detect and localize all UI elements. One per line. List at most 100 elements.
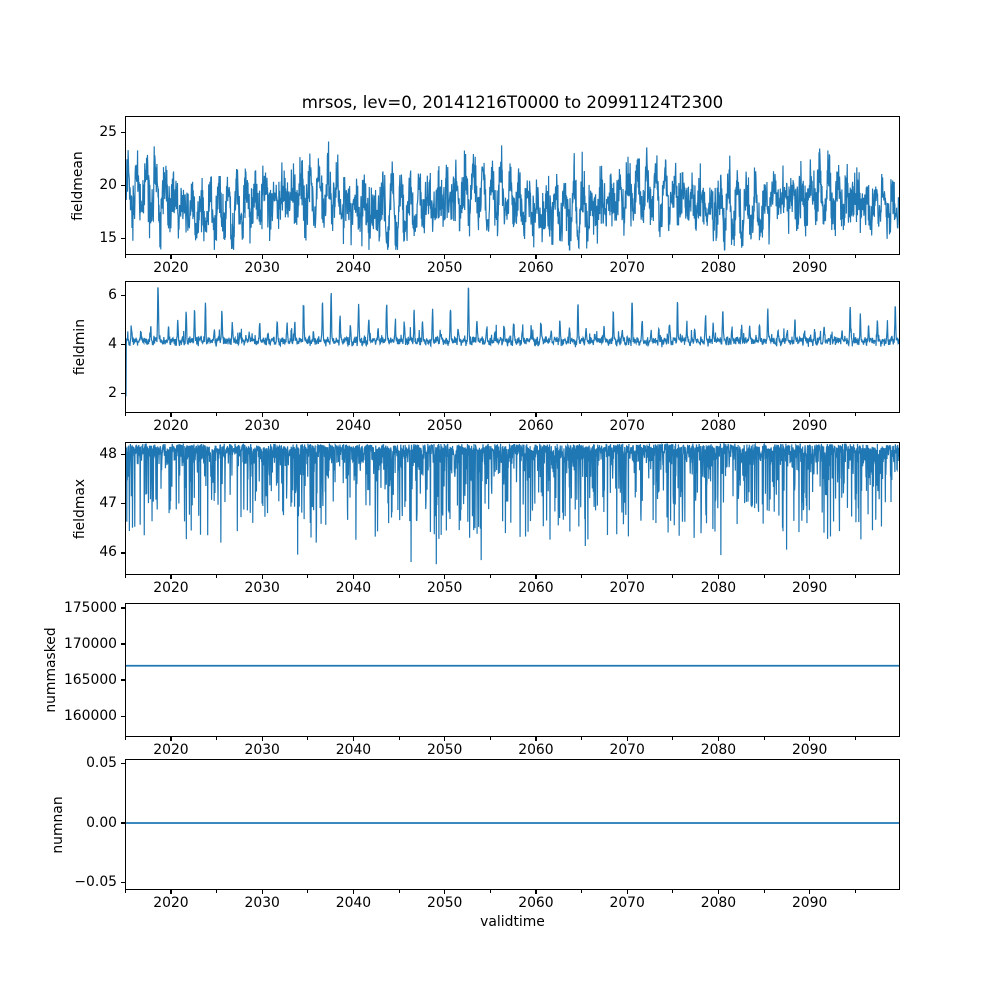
x-minor-tick	[854, 575, 856, 578]
x-tick	[535, 575, 537, 579]
x-tick-label: 2060	[518, 895, 554, 911]
x-tick	[717, 413, 720, 417]
x-tick	[626, 575, 628, 579]
x-tick	[535, 255, 537, 259]
x-minor-tick	[489, 890, 491, 893]
x-minor-tick	[307, 413, 309, 416]
x-tick	[626, 413, 628, 417]
x-minor-tick	[398, 255, 400, 258]
y-tick-label: 160000	[63, 707, 117, 724]
y-tick	[121, 454, 125, 456]
x-tick	[717, 255, 720, 259]
x-minor-tick	[124, 255, 126, 258]
series-svg-nummasked	[126, 664, 899, 667]
x-tick	[809, 575, 811, 579]
x-tick	[717, 737, 720, 741]
x-tick-label: 2070	[609, 418, 645, 434]
subplot-fieldmax	[125, 442, 900, 575]
x-tick-label: 2080	[700, 418, 737, 434]
y-tick-label: −0.05	[74, 874, 117, 891]
y-axis-label-nummasked: nummasked	[43, 627, 59, 713]
series-svg-numnan	[126, 822, 899, 824]
x-minor-tick	[763, 575, 765, 578]
x-tick	[444, 413, 446, 417]
y-tick-label: 165000	[63, 671, 117, 688]
x-tick-label: 2040	[335, 260, 372, 276]
y-tick-label: 2	[108, 384, 117, 401]
x-tick	[261, 255, 263, 259]
x-axis-label: validtime	[480, 914, 545, 930]
x-tick-label: 2090	[791, 260, 828, 276]
y-axis-label-fieldmin: fieldmin	[72, 318, 88, 376]
x-tick-label: 2070	[609, 580, 645, 596]
x-tick	[352, 890, 355, 894]
x-tick	[535, 737, 537, 741]
x-tick	[261, 413, 263, 417]
y-tick-label: 4	[108, 336, 117, 353]
x-tick	[444, 737, 446, 741]
subplot-nummasked	[125, 603, 900, 737]
x-tick-label: 2040	[335, 895, 372, 911]
x-tick-label: 2070	[609, 895, 645, 911]
y-tick	[121, 295, 125, 297]
x-minor-tick	[672, 575, 674, 578]
x-minor-tick	[763, 737, 765, 740]
x-tick	[626, 255, 628, 259]
x-tick-label: 2020	[153, 580, 189, 596]
series-line-fieldmean	[126, 141, 899, 251]
x-tick-label: 2030	[244, 895, 280, 911]
subplot-numnan	[125, 759, 900, 890]
y-tick	[121, 882, 125, 884]
x-tick	[626, 737, 628, 741]
x-minor-tick	[581, 413, 583, 416]
y-tick-label: 15	[99, 229, 117, 246]
x-tick-label: 2020	[153, 895, 189, 911]
x-tick	[352, 413, 355, 417]
x-tick	[261, 737, 263, 741]
x-tick-label: 2020	[153, 418, 189, 434]
x-minor-tick	[124, 737, 126, 740]
series-svg-fieldmin	[126, 287, 899, 397]
x-tick	[809, 890, 811, 894]
chart-title: mrsos, lev=0, 20141216T0000 to 20991124T…	[301, 93, 724, 112]
x-minor-tick	[398, 575, 400, 578]
x-minor-tick	[489, 413, 491, 416]
y-tick-label: 170000	[63, 635, 117, 652]
subplot-fieldmean	[125, 116, 900, 255]
y-tick	[121, 503, 125, 505]
x-tick	[535, 890, 537, 894]
x-minor-tick	[398, 737, 400, 740]
x-tick-label: 2060	[518, 580, 554, 596]
x-tick-label: 2060	[518, 260, 554, 276]
x-minor-tick	[672, 413, 674, 416]
x-tick	[352, 737, 355, 741]
y-axis-label-fieldmean: fieldmean	[70, 150, 86, 221]
x-tick	[809, 413, 811, 417]
x-tick-label: 2030	[244, 418, 280, 434]
x-tick-label: 2070	[609, 742, 645, 758]
x-tick-label: 2090	[791, 742, 828, 758]
x-tick-label: 2080	[700, 895, 737, 911]
x-tick	[170, 890, 172, 894]
y-tick-label: 46	[99, 544, 117, 561]
x-tick-label: 2050	[427, 260, 463, 276]
x-tick	[717, 575, 720, 579]
x-tick-label: 2040	[335, 418, 372, 434]
x-minor-tick	[854, 737, 856, 740]
x-tick	[352, 255, 355, 259]
x-tick-label: 2050	[427, 580, 463, 596]
y-tick-label: 20	[99, 177, 117, 193]
x-tick-label: 2050	[427, 418, 463, 434]
x-minor-tick	[124, 890, 126, 893]
y-axis-label-numnan: numnan	[50, 795, 66, 854]
x-minor-tick	[854, 413, 856, 416]
x-minor-tick	[398, 413, 400, 416]
x-tick-label: 2030	[244, 580, 280, 596]
x-tick-label: 2090	[791, 580, 828, 596]
x-minor-tick	[854, 255, 856, 258]
y-tick	[121, 184, 125, 187]
y-tick	[121, 762, 125, 764]
x-minor-tick	[216, 575, 218, 578]
y-tick	[121, 715, 125, 717]
